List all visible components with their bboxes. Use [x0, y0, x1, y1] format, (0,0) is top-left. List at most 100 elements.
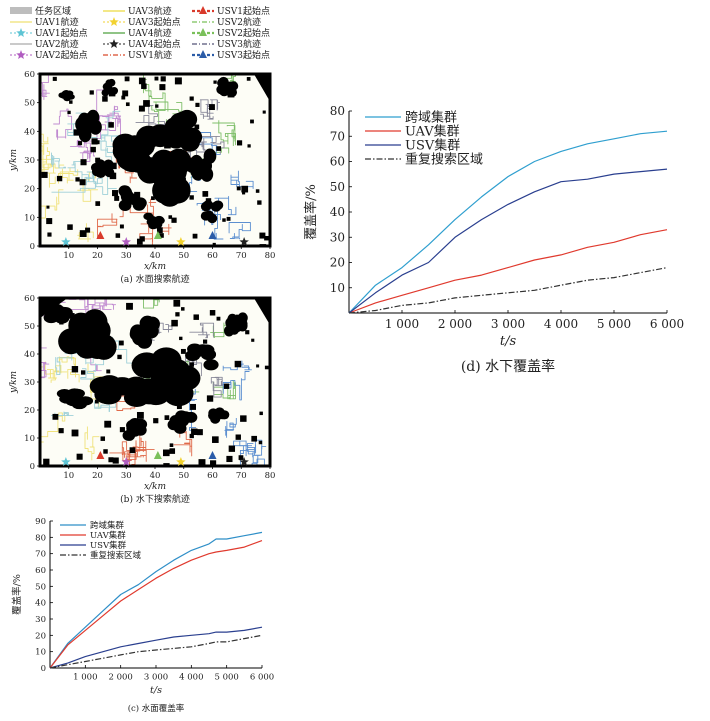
underwater-coverage-chart: 1 000 2 000 3 000 4 000 5 000 6 000 10 20 30 40 50…: [303, 104, 684, 375]
trajectory-path: [109, 112, 121, 139]
x-tick-label: 40: [150, 471, 161, 481]
obstacle-cell: [156, 354, 161, 358]
y-tick-label: 20: [35, 631, 46, 641]
start-star-icon: [239, 457, 249, 466]
obstacle-cell: [189, 96, 194, 101]
trajectory-path: [224, 418, 237, 438]
obstacle-cell: [169, 448, 176, 454]
legend-label: UAV2航迹: [35, 38, 79, 50]
obstacle: [40, 298, 68, 319]
obstacle-cell: [64, 316, 69, 322]
x-tick-label: 80: [265, 471, 276, 481]
obstacle-cell: [160, 393, 166, 398]
obstacle-cell: [180, 348, 186, 354]
legend-label: USV2起始点: [217, 27, 270, 39]
y-axis-label: y/km: [9, 371, 19, 394]
trajectory-path: [218, 120, 236, 145]
map-area: [40, 298, 270, 466]
x-tick-label: 5 000: [597, 317, 631, 331]
x-axis-label: t/s: [150, 685, 162, 696]
start-star-icon: [61, 457, 71, 466]
y-axis-label: y/km: [9, 149, 19, 172]
map-area: [40, 74, 270, 246]
map-caption: (a) 水面搜索航迹: [120, 273, 189, 285]
obstacle-cell: [259, 232, 266, 239]
obstacle-cell: [175, 133, 182, 139]
obstacle-cell: [130, 331, 135, 337]
obstacle: [200, 211, 211, 221]
obstacle-cell: [105, 384, 111, 390]
obstacle: [253, 74, 270, 102]
obstacle-cell: [189, 433, 194, 439]
obstacle: [225, 317, 236, 329]
obstacle-cell: [71, 366, 79, 373]
obstacle-cell: [247, 144, 251, 148]
obstacle-cell: [154, 76, 159, 81]
obstacle-cell: [119, 427, 125, 433]
surface-coverage-chart: 1 000 2 000 3 000 4 000 5 000 6 000 0 10 20 30 40 5…: [11, 517, 274, 714]
y-tick-label: 50: [24, 99, 35, 109]
y-tick-label: 20: [24, 185, 35, 195]
series-line-3: [348, 267, 668, 314]
y-tick-label: 60: [35, 566, 46, 576]
y-tick-label: 10: [330, 281, 345, 295]
obstacle-cell: [225, 89, 232, 96]
obstacle-cell: [52, 413, 59, 420]
trajectory-path: [199, 99, 220, 118]
obstacle-cell: [192, 233, 198, 239]
obstacle-cell: [67, 335, 72, 340]
obstacle: [129, 326, 145, 342]
obstacle-cell: [159, 233, 164, 238]
trajectory-path: [173, 430, 193, 457]
x-tick-label: 1 000: [73, 673, 97, 683]
trajectory-path: [97, 213, 118, 239]
obstacle-cell: [180, 177, 186, 183]
obstacle-cell: [189, 362, 194, 367]
y-tick-label: 50: [330, 180, 345, 194]
obstacle-cell: [193, 314, 199, 320]
obstacle-cell: [212, 242, 216, 246]
obstacle-cell: [138, 105, 145, 112]
trajectory-path: [189, 389, 198, 431]
obstacle-cell: [264, 235, 269, 241]
obstacle-cell: [95, 140, 100, 145]
series-line-0: [348, 130, 668, 314]
y-tick-label: 0: [30, 462, 35, 472]
obstacle-cell: [238, 455, 244, 460]
start-triangle-icon: [199, 50, 207, 58]
y-axis-label: 覆盖率/%: [11, 574, 23, 615]
trajectory-path: [69, 140, 95, 162]
legend-entry: USV1起始点: [192, 5, 270, 17]
obstacle-cell: [194, 124, 200, 130]
obstacle-cell: [234, 360, 242, 368]
obstacle-cell: [43, 458, 50, 465]
surface-search-map: 10 20 30 40 50 60 70 80 0 10 20 30 40 50 60 x/km y/km (a)…: [9, 70, 275, 285]
obstacle: [60, 93, 68, 99]
obstacle-cell: [71, 429, 79, 437]
underwater-search-map: 10 20 30 40 50 60 70 80 0 10 20 30 40 50 60 x/km y/km (b)…: [9, 294, 275, 505]
trajectory-path: [122, 435, 142, 461]
obstacle-cell: [109, 387, 114, 393]
x-tick-label: 70: [236, 251, 247, 261]
obstacle-cell: [80, 159, 87, 166]
obstacle-cell: [117, 354, 122, 360]
trajectory-path: [109, 440, 147, 456]
obstacle: [129, 134, 155, 158]
start-star-icon: [61, 237, 71, 246]
obstacle-cell: [70, 325, 74, 329]
obstacle-cell: [168, 215, 173, 219]
obstacle-cell: [226, 216, 231, 221]
obstacle-cell: [245, 330, 250, 335]
obstacle-cell: [41, 171, 48, 178]
trajectory-path: [210, 376, 223, 398]
legend-label: UAV2起始点: [35, 49, 88, 61]
obstacle-cell: [171, 319, 178, 327]
obstacle: [78, 127, 92, 143]
obstacle-cell: [159, 84, 166, 91]
obstacle-cell: [127, 423, 133, 429]
obstacle-cell: [203, 339, 208, 344]
obstacle-cell: [235, 314, 242, 321]
obstacle-cell: [109, 172, 117, 180]
trajectory-path: [135, 437, 155, 462]
obstacle-cell: [251, 435, 258, 442]
